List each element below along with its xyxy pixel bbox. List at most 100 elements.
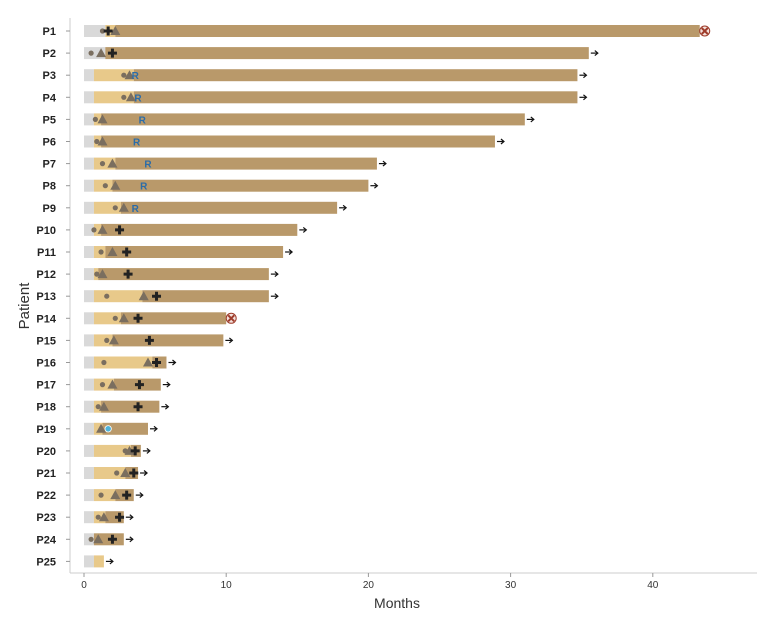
- plus-marker: [133, 313, 143, 323]
- triangle-marker: [138, 291, 149, 301]
- bar-screening: [84, 201, 94, 214]
- ongoing-arrowhead: [109, 558, 114, 565]
- ongoing-arrowhead: [374, 182, 379, 189]
- triangle-marker: [97, 136, 108, 146]
- patient-label: P15: [36, 335, 56, 347]
- bar-screening: [84, 179, 94, 192]
- bar-screening: [84, 467, 94, 479]
- bar-screening: [84, 400, 94, 413]
- bar-maintenance: [120, 201, 338, 214]
- patient-label: P19: [36, 424, 56, 436]
- bar-induction: [93, 356, 153, 369]
- bar-screening: [84, 69, 94, 82]
- patient-label: P21: [36, 468, 56, 480]
- plus-marker: [133, 402, 143, 412]
- patient-label: P20: [36, 446, 56, 458]
- bar-induction: [93, 422, 103, 435]
- dot-marker: [88, 536, 94, 542]
- bar-maintenance: [105, 47, 589, 60]
- dot-marker: [101, 359, 107, 366]
- ongoing-arrowhead: [302, 226, 308, 233]
- bar-maintenance: [105, 246, 284, 258]
- ongoing-arrowhead: [139, 492, 144, 499]
- ongoing-arrowhead: [172, 359, 177, 366]
- patient-label: P22: [36, 490, 56, 502]
- patient-label: P13: [36, 291, 56, 303]
- ongoing-arrowhead: [228, 337, 234, 344]
- bar-screening: [84, 422, 94, 435]
- triangle-marker: [124, 70, 135, 80]
- bar-maintenance: [101, 223, 298, 236]
- dot-marker: [98, 492, 104, 498]
- bar-screening: [84, 312, 94, 325]
- patient-label: P5: [43, 114, 56, 126]
- triangle-marker: [97, 224, 108, 234]
- death-cross: [701, 27, 709, 35]
- response-marker: R: [140, 182, 148, 193]
- bar-maintenance: [115, 25, 700, 37]
- dot-marker: [99, 161, 106, 167]
- dot-marker: [121, 94, 127, 100]
- response-marker: R: [144, 160, 152, 171]
- patient-label: P14: [36, 313, 56, 325]
- patient-label: P9: [43, 203, 56, 215]
- death-cross: [227, 314, 235, 323]
- dot-marker: [112, 315, 118, 321]
- triangle-marker: [96, 48, 107, 58]
- bar-induction: [93, 467, 126, 479]
- bar-induction: [93, 334, 113, 347]
- response-marker: R: [132, 71, 140, 82]
- bar-screening: [84, 334, 94, 347]
- patient-label: P12: [36, 269, 56, 281]
- bar-maintenance: [133, 69, 578, 82]
- bar-screening: [84, 113, 94, 126]
- triangle-marker: [107, 247, 118, 256]
- triangle-marker: [97, 269, 108, 279]
- ongoing-arrowhead: [274, 271, 279, 278]
- bar-maintenance: [102, 422, 148, 435]
- x-axis-title: Months: [374, 595, 420, 611]
- bar-screening: [84, 444, 94, 457]
- dot-marker: [88, 50, 94, 56]
- bar-maintenance: [133, 91, 578, 104]
- triangle-marker: [125, 92, 136, 102]
- y-axis-title: Patient: [16, 282, 33, 330]
- response-marker: R: [134, 93, 142, 104]
- plus-marker: [107, 534, 117, 544]
- special-dot-marker: [104, 425, 112, 433]
- dot-marker: [104, 337, 110, 343]
- triangle-marker: [118, 202, 129, 212]
- ongoing-arrowhead: [342, 204, 348, 211]
- ongoing-arrowhead: [500, 138, 505, 145]
- bar-screening: [84, 268, 94, 281]
- triangle-marker: [110, 180, 121, 190]
- x-tick-label: 20: [363, 580, 375, 591]
- plus-marker: [107, 48, 117, 58]
- plus-marker: [129, 468, 139, 478]
- ongoing-arrowhead: [530, 116, 535, 123]
- bar-induction: [93, 223, 102, 236]
- patient-label: P24: [36, 534, 56, 546]
- bar-maintenance: [142, 290, 269, 303]
- bar-maintenance: [98, 268, 269, 281]
- plus-marker: [115, 512, 125, 522]
- bar-screening: [84, 378, 94, 391]
- patient-label: P1: [43, 26, 56, 38]
- bar-maintenance: [120, 312, 227, 325]
- bar-screening: [84, 157, 94, 170]
- patient-label: P17: [36, 380, 56, 392]
- ongoing-arrowhead: [143, 470, 148, 476]
- plus-marker: [123, 269, 133, 279]
- plus-marker: [103, 26, 113, 36]
- plus-marker: [134, 380, 144, 390]
- triangle-marker: [98, 512, 109, 522]
- triangle-marker: [110, 26, 121, 35]
- dot-marker: [94, 271, 100, 277]
- bar-screening: [84, 356, 94, 369]
- bar-screening: [84, 489, 94, 502]
- plus-marker: [130, 446, 140, 456]
- bar-induction: [93, 555, 104, 568]
- triangle-marker: [120, 468, 131, 477]
- bar-induction: [93, 312, 121, 325]
- dot-marker: [95, 514, 101, 520]
